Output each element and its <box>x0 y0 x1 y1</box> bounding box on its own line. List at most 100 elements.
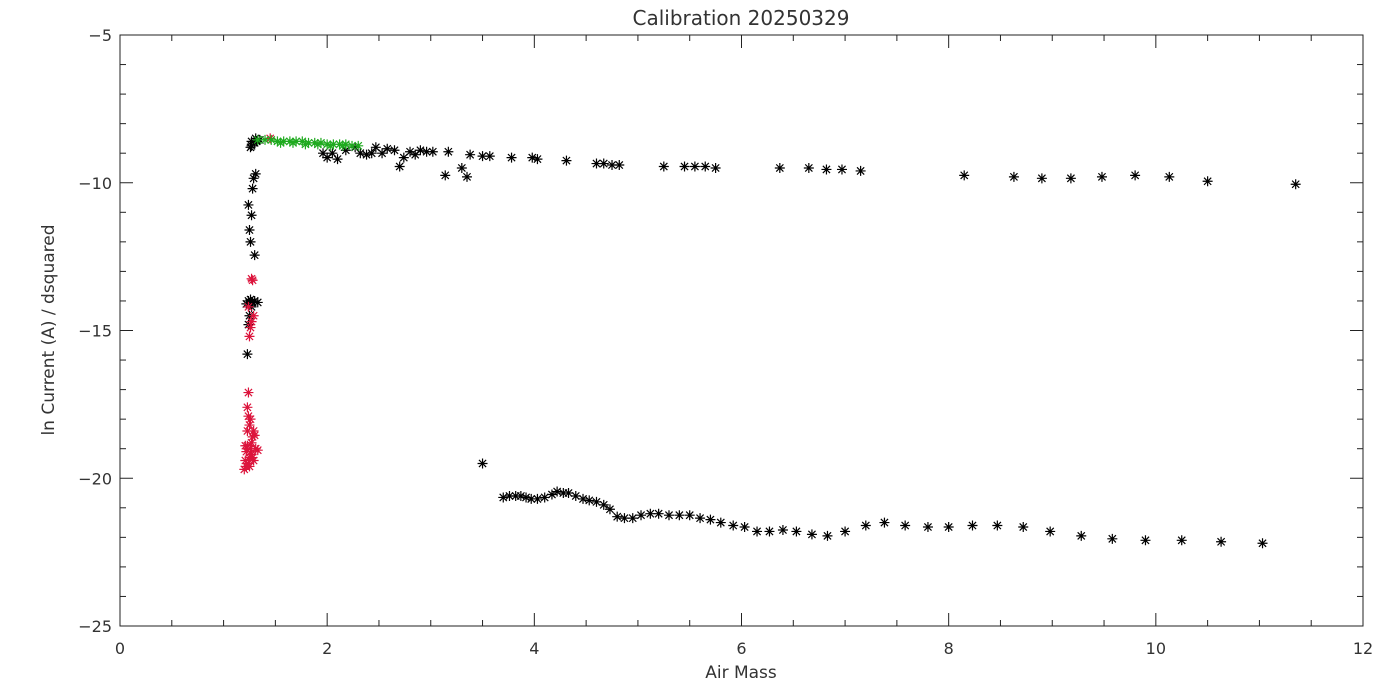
data-point <box>252 134 263 145</box>
data-point <box>752 526 763 537</box>
data-point <box>1008 171 1019 182</box>
data-point <box>674 510 685 521</box>
plot-frame <box>119 34 1364 627</box>
data-point <box>328 139 339 150</box>
data-point <box>1216 536 1227 547</box>
data-point <box>552 486 563 497</box>
data-point <box>578 493 589 504</box>
data-point <box>558 488 569 499</box>
data-point <box>246 136 257 147</box>
data-point <box>421 146 432 157</box>
axis-ticks: 0 2 4 6 8 10 12 −25 −20 −15 −10 −5 <box>78 26 1373 658</box>
data-point <box>327 148 338 159</box>
data-point <box>539 492 550 503</box>
data-point <box>821 164 832 175</box>
data-point <box>250 168 261 179</box>
data-point <box>248 173 259 184</box>
data-point <box>526 493 537 504</box>
data-point <box>570 490 581 501</box>
data-point <box>1065 173 1076 184</box>
data-point <box>806 529 817 540</box>
data-point <box>591 158 602 169</box>
data-point <box>291 136 302 147</box>
data-point <box>791 526 802 537</box>
data-point <box>325 140 336 151</box>
data-point <box>663 510 674 521</box>
data-point <box>764 526 775 537</box>
data-point <box>645 508 656 519</box>
data-point <box>405 146 416 157</box>
data-point <box>684 510 695 521</box>
data-point <box>427 146 438 157</box>
data-point <box>260 134 271 145</box>
data-point <box>246 437 257 448</box>
data-point <box>246 316 257 327</box>
data-point <box>477 458 488 469</box>
x-tick-label: 12 <box>1353 639 1373 658</box>
data-point <box>248 455 259 466</box>
data-point <box>247 452 258 463</box>
data-point <box>377 148 388 159</box>
data-point <box>715 517 726 528</box>
data-point <box>252 445 263 456</box>
data-point <box>318 148 329 159</box>
data-point <box>275 137 286 148</box>
data-point <box>959 170 970 181</box>
data-point <box>504 490 515 501</box>
data-point <box>612 511 623 522</box>
x-tick-label: 8 <box>944 639 954 658</box>
data-point <box>922 522 933 533</box>
data-point <box>300 139 311 150</box>
data-point <box>506 152 517 163</box>
data-point <box>1164 171 1175 182</box>
data-point <box>607 160 618 171</box>
data-point <box>1140 535 1151 546</box>
data-point <box>1257 538 1268 549</box>
data-point <box>266 134 277 145</box>
y-tick-label: −5 <box>88 26 112 45</box>
data-point <box>510 490 521 501</box>
data-point <box>247 183 258 194</box>
data-point <box>242 349 253 360</box>
data-point <box>443 146 454 157</box>
data-point <box>879 517 890 528</box>
data-point <box>243 301 254 312</box>
x-tick-label: 4 <box>529 639 539 658</box>
data-point <box>366 148 377 159</box>
data-point <box>604 504 615 515</box>
data-point <box>456 162 467 173</box>
x-axis-label: Air Mass <box>705 663 777 683</box>
data-point <box>1076 530 1087 541</box>
data-point <box>243 411 254 422</box>
data-point <box>822 530 833 541</box>
data-point <box>700 161 711 172</box>
data-point <box>498 492 509 503</box>
data-point <box>440 170 451 181</box>
data-point <box>900 520 911 531</box>
data-point <box>355 148 366 159</box>
data-point <box>527 152 538 163</box>
data-point <box>695 513 706 524</box>
data-point <box>840 526 851 537</box>
data-point <box>248 310 259 321</box>
data-point <box>382 143 393 154</box>
data-point <box>350 142 361 153</box>
data-point <box>287 137 298 148</box>
data-point <box>532 154 543 165</box>
data-point <box>240 440 251 451</box>
data-point <box>340 139 351 150</box>
data-point <box>347 140 358 151</box>
y-axis-label: ln Current (A) / dsquared <box>39 224 59 435</box>
data-point <box>521 492 532 503</box>
y-tick-label: −15 <box>78 322 112 341</box>
data-point <box>1130 170 1141 181</box>
data-point <box>246 210 257 221</box>
data-point <box>337 140 348 151</box>
data-point <box>689 161 700 172</box>
data-point <box>322 139 333 150</box>
data-point <box>1107 533 1118 544</box>
data-point <box>728 520 739 531</box>
data-point <box>679 161 690 172</box>
data-point <box>598 499 609 510</box>
